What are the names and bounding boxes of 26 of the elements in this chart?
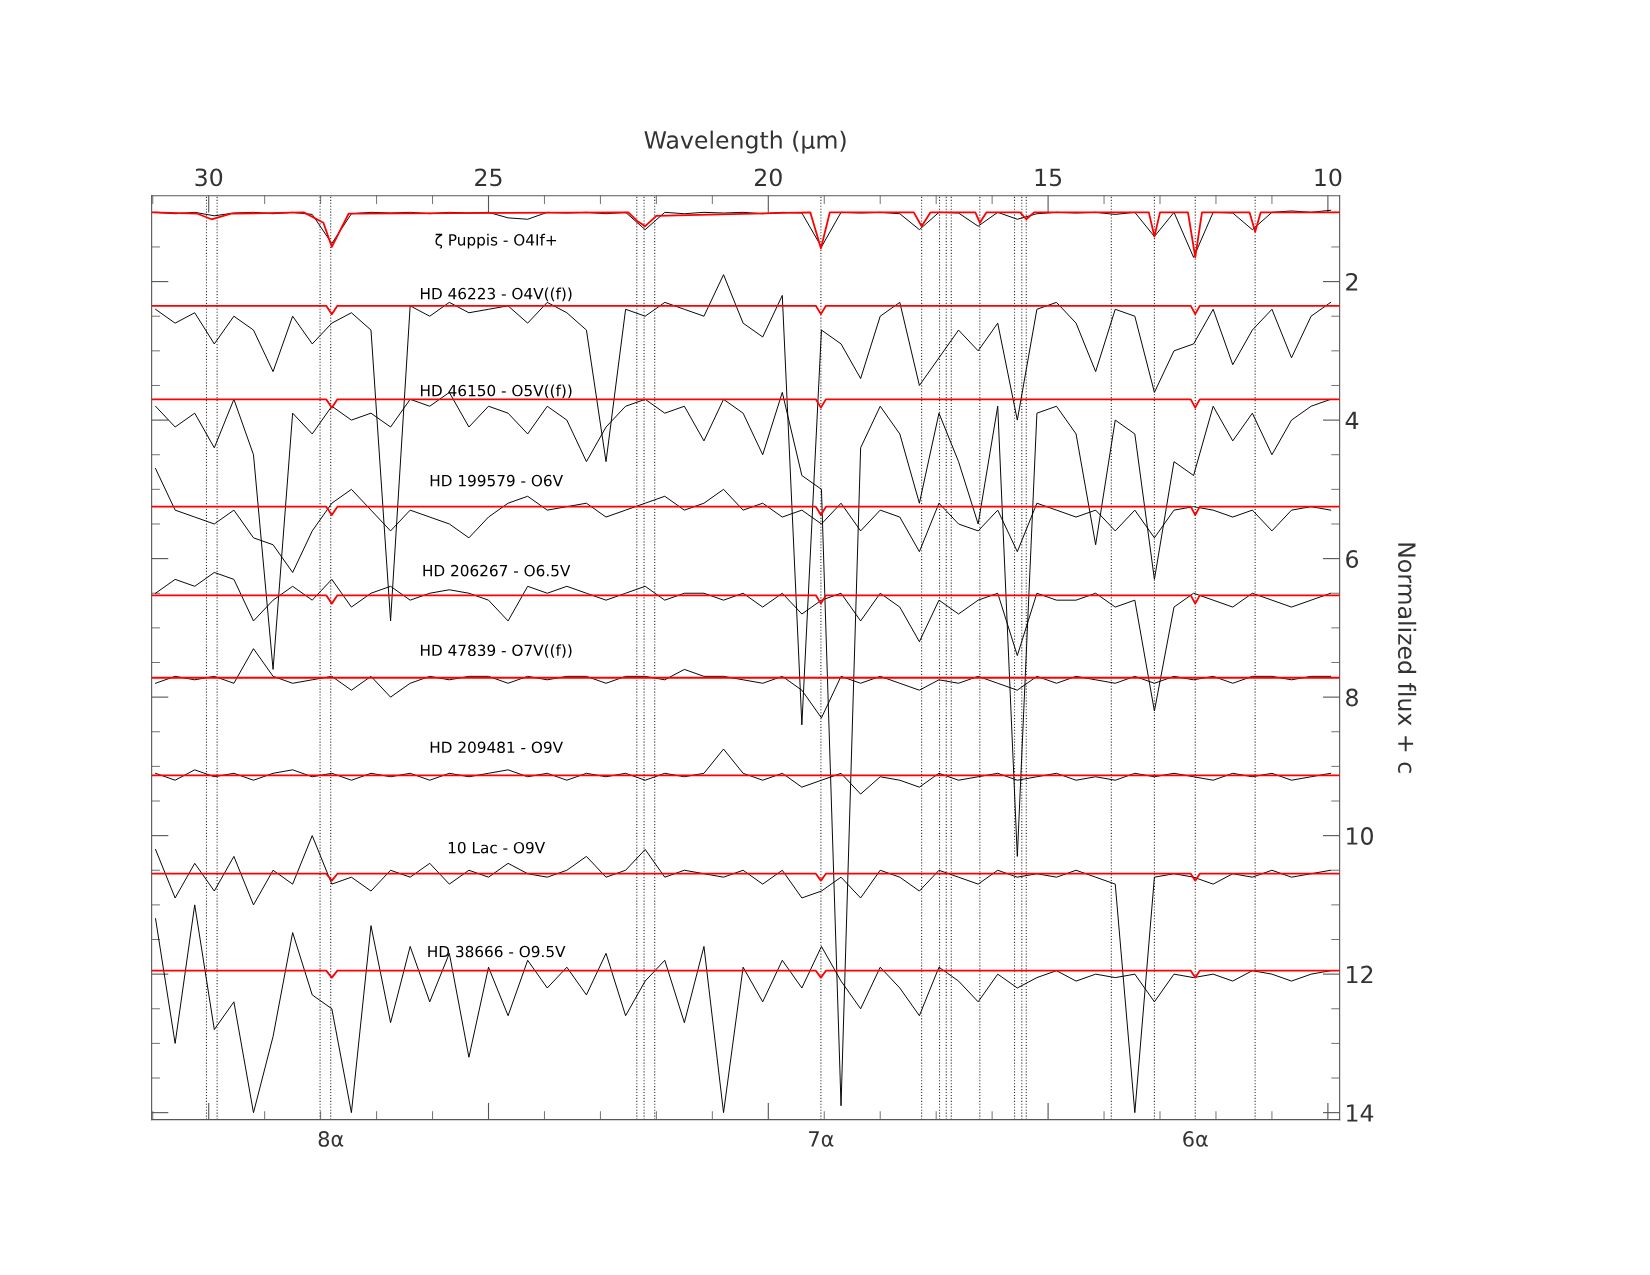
x-tick-label: 20 bbox=[755, 168, 782, 187]
series-label: HD 46223 - O4V((f)) bbox=[420, 287, 572, 302]
x-tick-label: 25 bbox=[475, 168, 502, 187]
y-tick-label: 12 bbox=[1347, 965, 1373, 984]
series-label: HD 209481 - O9V bbox=[430, 741, 563, 754]
series-label: HD 46150 - O5V((f)) bbox=[420, 384, 572, 399]
series-label: 10 Lac - O9V bbox=[448, 841, 546, 854]
series-label: HD 47839 - O7V((f)) bbox=[420, 644, 572, 658]
series-label: HD 199579 - O6V bbox=[430, 474, 563, 487]
annotation: 7α bbox=[809, 1131, 834, 1147]
y-tick-label: 4 bbox=[1345, 411, 1359, 430]
x-tick-label: 15 bbox=[1035, 168, 1062, 187]
y-tick-label: 6 bbox=[1346, 550, 1359, 568]
y-tick-label: 14 bbox=[1347, 1104, 1374, 1122]
x-tick-label: 30 bbox=[195, 168, 223, 187]
y-tick-label: 8 bbox=[1346, 688, 1358, 707]
annotation: 6α bbox=[1183, 1131, 1208, 1147]
series-label: HD 38666 - O9.5V bbox=[428, 945, 566, 958]
x-tick-label: 10 bbox=[1315, 168, 1342, 187]
y-axis-title: Normalized flux + c bbox=[1397, 543, 1417, 773]
series-label: ζ Puppis - O4If+ bbox=[435, 233, 557, 249]
y-tick-label: 2 bbox=[1346, 273, 1358, 291]
x-axis-title: Wavelength (μm) bbox=[644, 130, 846, 154]
y-tick-label: 10 bbox=[1347, 827, 1373, 845]
series-label: HD 206267 - O6.5V bbox=[423, 564, 571, 577]
annotation: 8α bbox=[318, 1131, 344, 1147]
